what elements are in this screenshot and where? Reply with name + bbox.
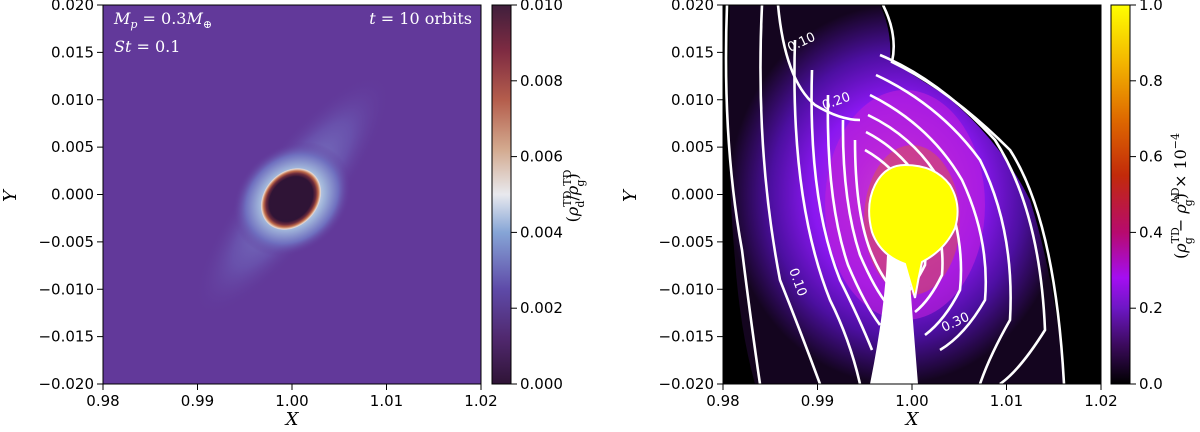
right-colorbar-label: (ρTDg − ρADg) × 10−4 (1169, 133, 1195, 259)
y-tick-label: 0.005 (671, 138, 714, 156)
y-tick-label: −0.015 (658, 328, 714, 346)
right-x-axis-label: X (904, 409, 920, 430)
left-colorbar-label: (ρTDd/ρTDg) (561, 169, 587, 222)
contour-line (841, 119, 889, 306)
left-x-axis-label: X (284, 409, 300, 430)
mass-symbol: M (113, 9, 131, 28)
contour-line (826, 94, 882, 326)
contour-line (869, 93, 988, 352)
left-panel: Mp = 0.3M⊕ St = 0.1 t = 10 orbits 0.98 0.… (0, 0, 587, 430)
stokes-symbol: St (114, 37, 132, 56)
right-colorbar-ticks: 0.0 0.2 0.4 0.6 0.8 1.0 (1130, 0, 1163, 393)
y-tick-label: 0.020 (671, 0, 714, 14)
colorbar-tick-label: 1.0 (1139, 0, 1163, 14)
left-colorbar-ticks: 0.000 0.002 0.004 0.006 0.008 0.010 (511, 0, 563, 393)
y-tick-label: 0.015 (51, 43, 94, 61)
left-y-axis-label: Y (0, 188, 21, 202)
y-tick-label: 0.005 (51, 138, 94, 156)
x-tick-label: 0.99 (181, 392, 214, 410)
contour-line (724, 5, 762, 384)
colorbar-tick-label: 0.010 (520, 0, 563, 14)
y-tick-label: −0.005 (658, 233, 714, 251)
y-tick-label: −0.005 (38, 233, 94, 251)
y-tick-label: 0.000 (671, 186, 714, 204)
y-tick-label: −0.010 (658, 280, 714, 298)
contour-line (853, 139, 894, 291)
colorbar-tick-label: 0.002 (520, 299, 563, 317)
y-tick-label: −0.020 (38, 375, 94, 393)
annotation-stokes: St = 0.1 (114, 37, 180, 56)
colorbar-tick-label: 0.2 (1139, 299, 1163, 317)
left-colorbar (491, 4, 512, 385)
right-colorbar (1110, 4, 1131, 385)
x-tick-label: 1.00 (275, 392, 308, 410)
colorbar-tick-label: 0.0 (1139, 375, 1163, 393)
x-tick-label: 0.98 (706, 392, 739, 410)
x-tick-label: 1.01 (370, 392, 403, 410)
annotation-time: t = 10 orbits (369, 9, 472, 28)
colorbar-tick-label: 0.000 (520, 375, 563, 393)
contour-line (810, 69, 874, 351)
y-tick-label: −0.015 (38, 328, 94, 346)
mass-unit: M (185, 9, 203, 28)
mass-subscript: p (130, 18, 137, 31)
x-tick-label: 0.99 (801, 392, 834, 410)
colorbar-tick-label: 0.6 (1139, 148, 1163, 166)
time-symbol: t (369, 9, 376, 28)
contour-line (881, 5, 1066, 384)
right-panel: 0.10 0.20 0.10 0.30 0.98 0.99 1.00 1.01 1.02… (620, 0, 1195, 430)
contour-line (759, 5, 822, 384)
left-heatmap (103, 5, 481, 384)
right-axes-ticks: 0.98 0.99 1.00 1.01 1.02 0.020 0.015 0.010 0.005… (658, 0, 1117, 410)
contour-line (793, 39, 862, 384)
mass-value: = 0.3 (137, 9, 186, 28)
y-tick-label: 0.010 (51, 91, 94, 109)
right-y-axis-label: Y (620, 188, 641, 202)
x-tick-label: 0.98 (86, 392, 119, 410)
y-tick-label: 0.010 (671, 91, 714, 109)
x-tick-label: 1.02 (464, 392, 497, 410)
earth-symbol: ⊕ (203, 18, 212, 31)
colorbar-tick-label: 0.004 (520, 223, 563, 241)
colorbar-tick-label: 0.008 (520, 72, 563, 90)
contour-line (875, 73, 1012, 384)
x-tick-label: 1.02 (1084, 392, 1117, 410)
time-value: = 10 orbits (376, 9, 472, 28)
right-saturated-blob (868, 163, 959, 299)
y-tick-label: 0.015 (671, 43, 714, 61)
contour-line (879, 53, 1047, 384)
right-contour-stem (870, 240, 918, 384)
colorbar-tick-label: 0.4 (1139, 223, 1163, 241)
x-tick-label: 1.01 (990, 392, 1023, 410)
y-tick-label: 0.000 (51, 186, 94, 204)
right-heatmap: 0.10 0.20 0.10 0.30 (723, 5, 1101, 384)
colorbar-tick-label: 0.8 (1139, 72, 1163, 90)
colorbar-tick-label: 0.006 (520, 148, 563, 166)
annotation-planet-mass: Mp = 0.3M⊕ (113, 9, 212, 31)
stokes-value: = 0.1 (131, 37, 180, 56)
left-axes-ticks: 0.98 0.99 1.00 1.01 1.02 0.020 0.015 0.010 0.005… (38, 0, 497, 410)
left-dust-core (270, 178, 312, 220)
y-tick-label: 0.020 (51, 0, 94, 14)
y-tick-label: −0.020 (658, 375, 714, 393)
x-tick-label: 1.00 (895, 392, 928, 410)
y-tick-label: −0.010 (38, 280, 94, 298)
